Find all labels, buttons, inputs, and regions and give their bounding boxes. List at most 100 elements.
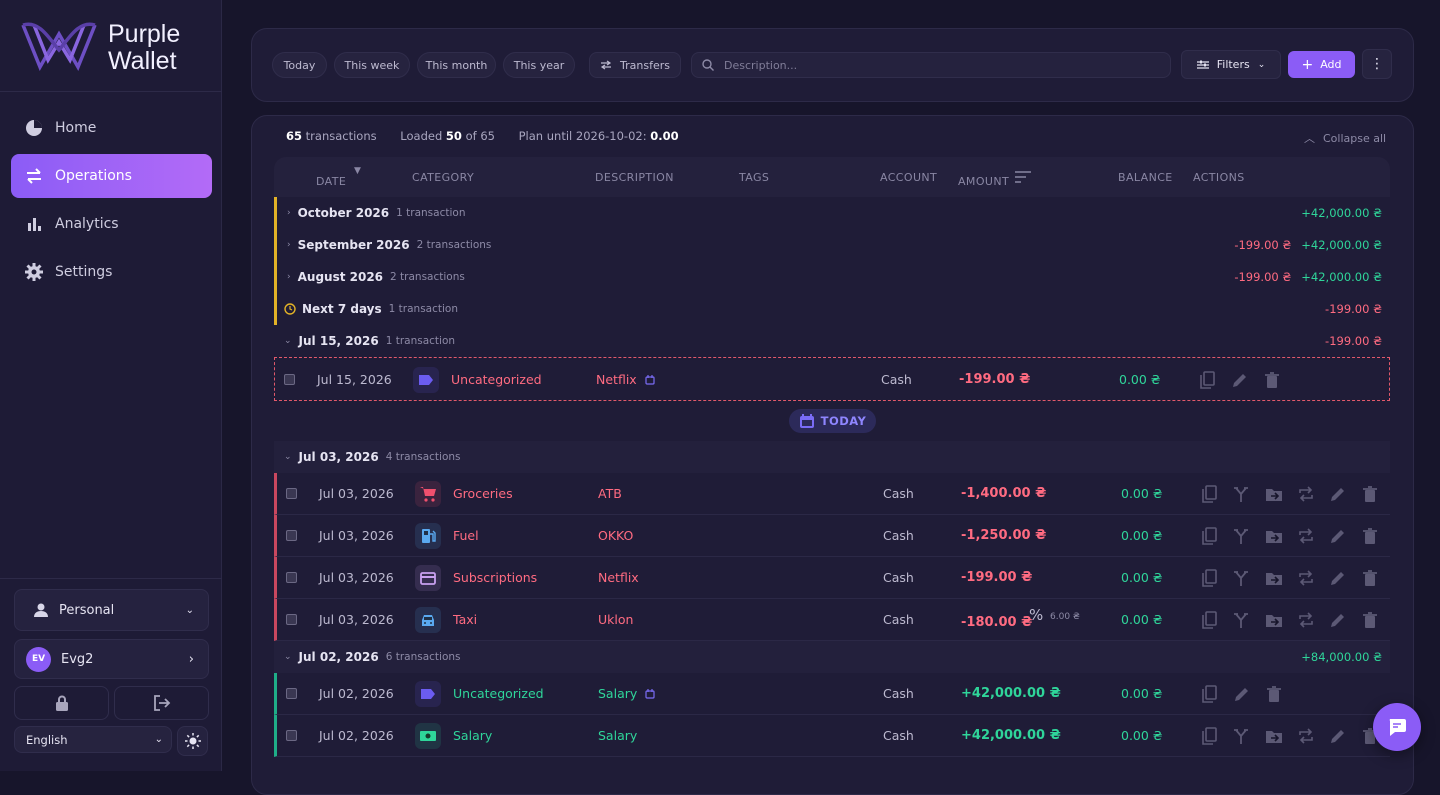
period-button[interactable]: This week [334,52,410,78]
nav-item[interactable]: Home [11,106,212,150]
icon [1200,371,1215,389]
row-checkbox[interactable] [286,572,297,583]
clock-icon [284,303,296,315]
group-header[interactable]: ⌄ Jul 03, 2026 4 transactions [274,441,1390,473]
icon [1331,614,1344,627]
action-repeat[interactable] [1297,527,1315,548]
transfers-button[interactable]: Transfers [589,52,681,78]
transaction-row[interactable]: Jul 02, 2026 Salary Salary Cash +42,000.00 ₴… [274,715,1390,757]
action-split[interactable] [1233,569,1251,590]
transaction-row[interactable]: Jul 03, 2026 Groceries ATB Cash -1,400.00 ₴ 0… [274,473,1390,515]
transaction-row[interactable]: Jul 03, 2026 Taxi Uklon Cash -180.00 ₴% 6.00 … [274,599,1390,641]
action-copy[interactable] [1199,371,1217,392]
action-edit[interactable] [1329,569,1347,590]
action-repeat[interactable] [1297,611,1315,632]
action-edit[interactable] [1329,527,1347,548]
icon [1266,615,1282,627]
column-header: ACCOUNT [880,171,938,184]
sort-icon: ▼ [354,166,361,176]
icon [420,572,436,585]
nav-label: Home [55,120,97,136]
row-checkbox[interactable] [286,730,297,741]
profile-select[interactable]: Personal ⌄ [14,589,209,631]
row-checkbox[interactable] [286,688,297,699]
action-delete[interactable] [1361,485,1379,506]
more-button[interactable]: ⋮ [1362,49,1392,79]
period-button[interactable]: Today [272,52,327,78]
row-category: Groceries [453,486,513,501]
collapse-all[interactable]: ︿ Collapse all [1304,130,1386,146]
row-checkbox[interactable] [284,374,295,385]
nav-item[interactable]: Operations [11,154,212,198]
icon [1015,171,1031,183]
action-edit[interactable] [1329,727,1347,748]
add-label: Add [1320,58,1342,71]
action-delete[interactable] [1263,371,1281,392]
action-copy[interactable] [1201,611,1219,632]
period-button[interactable]: This month [417,52,496,78]
group-header[interactable]: Next 7 days 1 transaction -199.00 ₴ [274,293,1390,325]
row-checkbox[interactable] [286,488,297,499]
action-copy[interactable] [1201,569,1219,590]
plus: + [1301,56,1314,73]
language-select[interactable]: English ⌄ [14,726,172,753]
action-move[interactable] [1265,527,1283,548]
action-edit[interactable] [1329,485,1347,506]
action-copy[interactable] [1201,685,1219,706]
nav-item[interactable]: Settings [11,250,212,294]
transaction-row[interactable]: Jul 03, 2026 Fuel OKKO Cash -1,250.00 ₴ 0.00 … [274,515,1390,557]
action-repeat[interactable] [1297,569,1315,590]
action-split[interactable] [1233,527,1251,548]
action-copy[interactable] [1201,727,1219,748]
filters-button[interactable]: Filters ⌄ [1181,50,1281,79]
user-button[interactable]: EV Evg2 › [14,639,209,679]
group-header[interactable]: › October 2026 1 transaction +42,000.00 ₴ [274,197,1390,229]
action-move[interactable] [1265,569,1283,590]
row-checkbox[interactable] [286,614,297,625]
action-move[interactable] [1265,727,1283,748]
nav-item[interactable]: Analytics [11,202,212,246]
group-header[interactable]: ⌄ Jul 02, 2026 6 transactions +84,000.00 ₴ [274,641,1390,673]
description-text: Salary [598,728,638,743]
add-button[interactable]: + Add [1288,51,1355,78]
icon [1266,489,1282,501]
action-delete[interactable] [1361,611,1379,632]
theme-toggle[interactable] [177,726,208,756]
action-edit[interactable] [1233,685,1251,706]
icon [1363,486,1377,502]
action-move[interactable] [1265,485,1283,506]
logout-button[interactable] [114,686,209,720]
action-move[interactable] [1265,611,1283,632]
action-edit[interactable] [1329,611,1347,632]
period-button[interactable]: This year [503,52,575,78]
action-split[interactable] [1233,485,1251,506]
transaction-row[interactable]: Jul 02, 2026 Uncategorized Salary Cash +42,0… [274,673,1390,715]
action-split[interactable] [1233,727,1251,748]
icon [1234,529,1248,544]
lock-button[interactable] [14,686,109,720]
action-delete[interactable] [1361,569,1379,590]
row-checkbox[interactable] [286,530,297,541]
action-copy[interactable] [1201,527,1219,548]
logo [21,22,97,71]
row-date: Jul 03, 2026 [319,570,394,585]
chat-button[interactable] [1373,703,1421,751]
action-edit[interactable] [1231,371,1249,392]
description-text: Netflix [598,570,639,585]
action-repeat[interactable] [1297,485,1315,506]
icon [421,689,435,699]
chevron: › [188,651,194,667]
icon [1299,486,1313,502]
action-delete[interactable] [1265,685,1283,706]
group-header[interactable]: ⌄ Jul 15, 2026 1 transaction -199.00 ₴ [274,325,1390,357]
group-header[interactable]: › August 2026 2 transactions -199.00 ₴ +42,0… [274,261,1390,293]
group-header[interactable]: › September 2026 2 transactions -199.00 ₴ +4… [274,229,1390,261]
description-text: Uklon [598,612,634,627]
search-box[interactable]: Description... [691,52,1171,78]
action-repeat[interactable] [1297,727,1315,748]
action-delete[interactable] [1361,527,1379,548]
transaction-row[interactable]: Jul 15, 2026 Uncategorized Netflix Cash -199… [274,357,1390,401]
action-split[interactable] [1233,611,1251,632]
action-copy[interactable] [1201,485,1219,506]
transaction-row[interactable]: Jul 03, 2026 Subscriptions Netflix Cash -199… [274,557,1390,599]
